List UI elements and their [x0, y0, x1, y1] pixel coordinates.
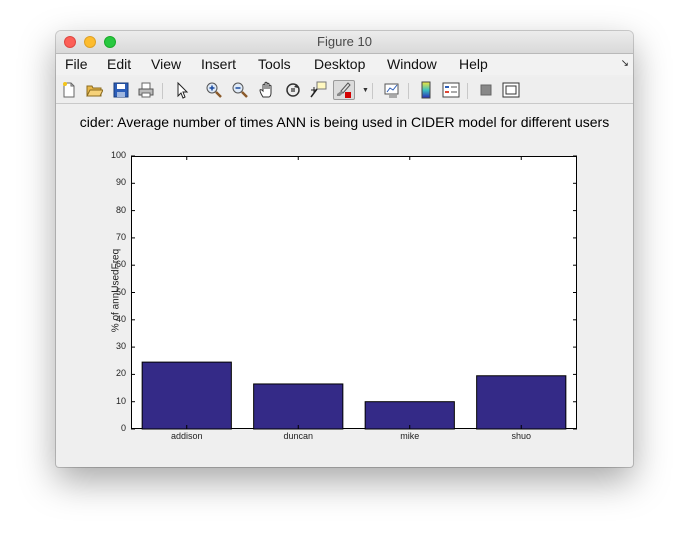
zoom-out-icon[interactable] — [231, 81, 249, 99]
colorbar-icon[interactable] — [417, 81, 435, 99]
y-tick-label: 80 — [115, 204, 126, 215]
bar-mike[interactable] — [364, 401, 455, 430]
zoom-in-icon[interactable] — [205, 81, 223, 99]
data-cursor-icon[interactable] — [309, 81, 327, 99]
bar-shuo[interactable] — [476, 375, 567, 430]
show-plot-tools-icon[interactable] — [502, 81, 520, 99]
y-tick-label: 50 — [115, 286, 126, 297]
legend-icon[interactable] — [442, 81, 460, 99]
toolbar-separator — [372, 83, 373, 99]
y-tick-label: 70 — [115, 231, 126, 242]
x-tick-label-shuo: shuo — [511, 431, 532, 441]
toolbar-separator — [162, 83, 163, 99]
x-tick-label-mike: mike — [400, 431, 420, 441]
menu-tools[interactable]: Tools — [258, 56, 291, 72]
pointer-icon[interactable] — [173, 81, 191, 99]
bar-chart — [131, 155, 577, 430]
y-tick-label: 90 — [115, 177, 126, 188]
y-axis-label: % of annUsedFreq — [110, 248, 122, 332]
figure-toolbar: ▼ — [56, 77, 633, 104]
toolbar-separator — [467, 83, 468, 99]
menu-window[interactable]: Window — [387, 56, 437, 72]
y-tick-label: 60 — [115, 259, 126, 270]
menu-edit[interactable]: Edit — [107, 56, 132, 72]
brush-dropdown-icon[interactable]: ▼ — [362, 87, 369, 94]
toolbar-separator — [408, 83, 409, 99]
plot-title: cider: Average number of times ANN is be… — [79, 114, 610, 130]
new-figure-icon[interactable] — [60, 81, 78, 99]
bar-addison[interactable] — [141, 361, 232, 430]
menu-view[interactable]: View — [151, 56, 182, 72]
rotate-3d-icon[interactable] — [284, 81, 302, 99]
menu-help[interactable]: Help — [459, 56, 488, 72]
title-bar[interactable]: Figure 10 — [56, 31, 633, 54]
plot-axes[interactable] — [131, 155, 577, 430]
y-tick-label: 20 — [115, 368, 126, 379]
brush-icon[interactable] — [333, 80, 355, 100]
x-tick-label-addison: addison — [170, 431, 203, 441]
y-tick-label: 0 — [120, 423, 126, 433]
open-file-icon[interactable] — [85, 81, 103, 99]
pan-hand-icon[interactable] — [258, 81, 276, 99]
x-tick-label-duncan: duncan — [283, 431, 314, 441]
dock-arrow-icon[interactable]: ↘ — [620, 58, 629, 69]
minimize-window-button[interactable] — [84, 36, 96, 48]
bar-duncan[interactable] — [253, 383, 344, 430]
menu-file[interactable]: File — [65, 56, 88, 72]
menu-desktop[interactable]: Desktop — [314, 56, 366, 72]
window-title: Figure 10 — [317, 34, 372, 49]
y-tick-label: 100 — [110, 150, 126, 160]
close-window-button[interactable] — [64, 36, 76, 48]
y-tick-label: 30 — [115, 341, 126, 352]
link-plot-icon[interactable] — [383, 81, 401, 99]
zoom-window-button[interactable] — [104, 36, 116, 48]
y-tick-label: 10 — [115, 395, 126, 406]
hide-plot-tools-icon[interactable] — [477, 81, 495, 99]
menu-bar: File Edit View Insert Tools Desktop Wind… — [56, 54, 633, 75]
save-icon[interactable] — [112, 81, 130, 99]
y-tick-label: 40 — [115, 313, 126, 324]
figure-window: Figure 10 File Edit View Insert Tools De… — [56, 31, 633, 467]
print-icon[interactable] — [137, 81, 155, 99]
menu-insert[interactable]: Insert — [201, 56, 237, 72]
